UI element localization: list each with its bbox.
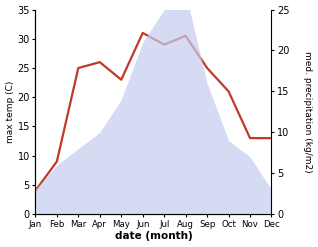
X-axis label: date (month): date (month) — [114, 231, 192, 242]
Y-axis label: max temp (C): max temp (C) — [5, 81, 15, 143]
Y-axis label: med. precipitation (kg/m2): med. precipitation (kg/m2) — [303, 51, 313, 173]
